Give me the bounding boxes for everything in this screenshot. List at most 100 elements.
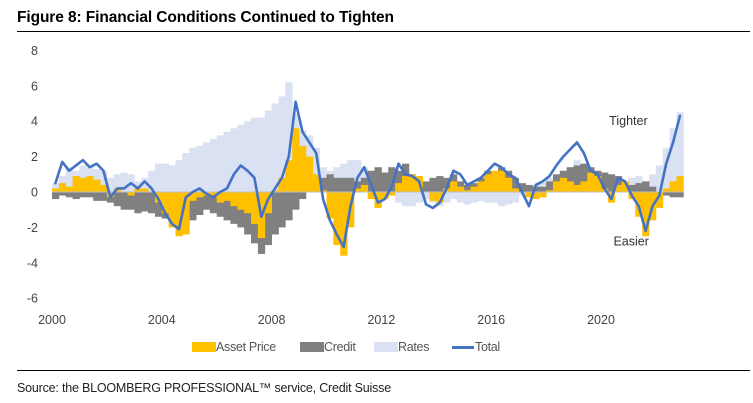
rates-bar [202,142,211,192]
asset-price-bar [470,186,478,192]
asset-price-bar [230,192,238,207]
credit-bar [86,192,94,198]
rates-bar [141,177,149,192]
legend: Asset Price Credit Rates Total [0,338,753,356]
y-tick-label: 2 [31,150,38,164]
asset-price-bar [65,186,73,192]
asset-price-bar [251,192,259,224]
rates-bar [463,192,472,205]
credit-bar [93,192,101,201]
asset-price-bar [498,170,506,192]
credit-bar [223,192,231,221]
rates-bar [504,192,513,205]
source-note: Source: the BLOOMBERG PROFESSIONAL™ serv… [17,381,391,395]
credit-bar [347,177,355,192]
asset-price-bar [100,184,108,192]
rates-bar [511,192,520,203]
credit-bar [148,192,156,214]
rates-bar [182,153,190,192]
asset-price-bar [491,170,499,192]
credit-bar [607,174,616,192]
chart: 8 6 4 2 0 -2 -4 -6 2000 2004 2008 2012 2016 2020 Tig… [27,44,684,327]
rates-bar [106,177,115,192]
rates-bar [456,192,465,203]
rates-bar [395,192,403,203]
asset-price-bar [182,192,190,235]
y-axis: 8 6 4 2 0 -2 -4 -6 [27,44,38,306]
title-divider [17,31,750,32]
credit-bar [546,181,554,192]
rates-bar [484,192,492,203]
legend-label: Credit [324,340,356,354]
asset-price-bar [477,181,485,192]
credit-bar [72,192,80,200]
asset-price-bar [429,192,437,201]
credit-bar [271,192,279,235]
credit-bar [127,192,135,210]
rates-bar [100,170,108,192]
asset-price-bar [388,192,396,196]
legend-item-credit: Credit [300,338,356,356]
credit-bar [100,192,108,201]
rates-bar [223,131,231,192]
credit-bar [614,176,622,192]
asset-price-bar [436,192,444,203]
asset-price-bar [525,192,533,198]
asset-price-bar [312,174,321,192]
asset-price-bar [93,179,101,192]
asset-price-bar [216,192,224,203]
asset-price-bar [223,192,231,201]
rates-bar [168,165,176,192]
x-tick-label: 2016 [477,313,505,327]
legend-swatch-asset-price [192,342,216,352]
y-tick-label: 6 [31,79,38,93]
rates-bar [649,174,657,192]
asset-price-bar [642,192,650,237]
credit-bar [209,192,218,214]
credit-bar [292,192,300,210]
asset-price-bar [614,184,622,192]
credit-bar [52,192,60,200]
rates-bar [655,165,664,192]
rates-bar [148,170,156,192]
credit-bar [230,192,238,224]
x-tick-label: 2012 [367,313,395,327]
credit-bar [154,192,163,217]
credit-bar [436,176,444,192]
credit-bar [374,167,382,192]
credit-bar [422,181,430,192]
asset-price-bar [168,192,176,228]
y-tick-label: 4 [31,115,38,129]
asset-price-bar [587,172,595,192]
legend-item-total: Total [452,338,500,356]
rates-bar [230,128,238,192]
legend-label: Asset Price [216,340,276,354]
legend-swatch-total [452,345,474,349]
asset-price-bar [305,156,314,192]
credit-bar [120,192,128,210]
asset-price-bar [209,192,218,198]
rates-bar [216,135,224,192]
asset-price-bar [175,192,183,237]
asset-price-bar [196,192,204,198]
asset-price-bar [134,188,142,192]
credit-bar [202,192,211,210]
asset-price-bar [395,183,403,192]
credit-bar [189,192,197,221]
credit-bar [278,192,286,228]
asset-price-bar [408,174,417,192]
asset-price-bar [662,188,671,192]
asset-price-bar [340,192,348,256]
credit-bar [642,181,650,192]
rates-bar [154,163,163,192]
credit-bar [65,192,73,198]
asset-price-bar [141,188,149,192]
asset-price-bar [621,181,629,192]
asset-price-bar [573,184,581,192]
rates-bar [244,121,252,192]
y-tick-label: 8 [31,44,38,58]
asset-price-bar [511,188,520,192]
asset-price-bar [566,181,574,192]
legend-swatch-rates [374,342,398,352]
asset-price-bar [127,192,135,196]
